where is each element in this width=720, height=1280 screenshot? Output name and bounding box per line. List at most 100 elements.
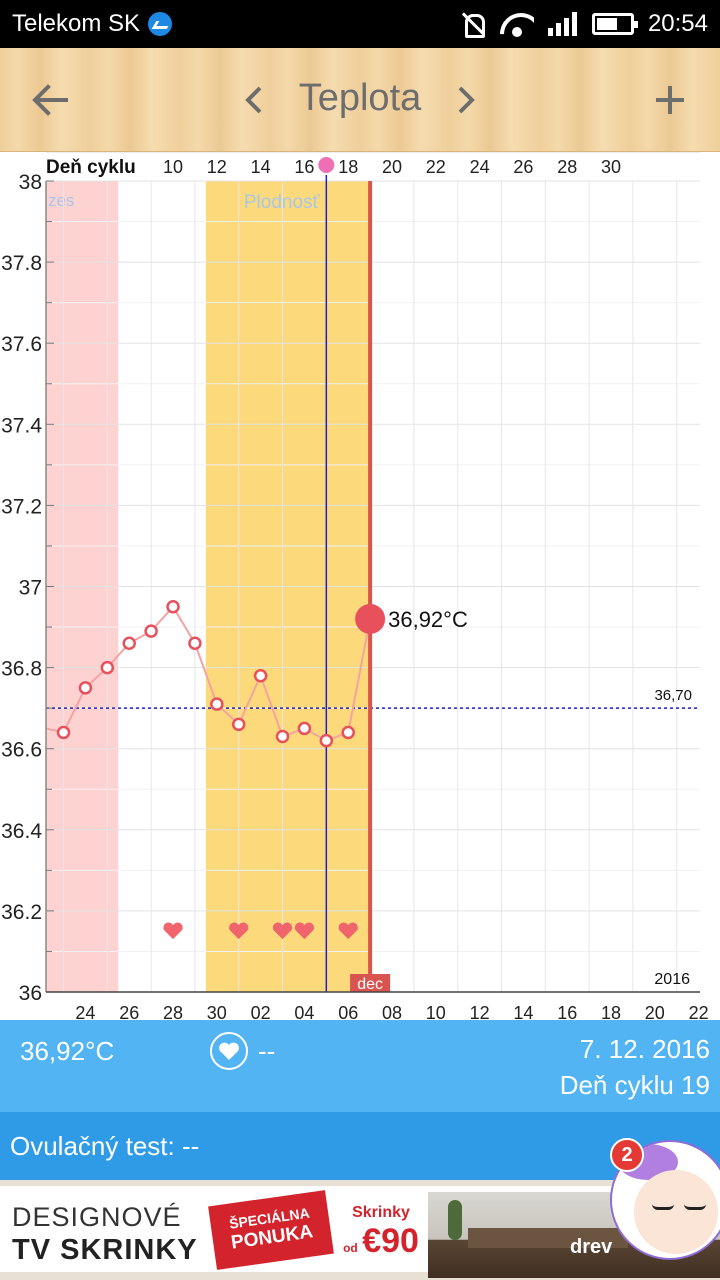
next-button[interactable] xyxy=(442,48,490,152)
ad-plant-image xyxy=(448,1200,462,1240)
x-tick-label: 06 xyxy=(338,1003,358,1020)
cycle-day-tick-label: 20 xyxy=(382,157,402,177)
heart-icon[interactable] xyxy=(229,922,249,940)
day-info-panel[interactable]: 36,92°C -- 7. 12. 2016 Deň cyklu 19 xyxy=(0,1020,720,1112)
heart-icon[interactable] xyxy=(294,922,315,940)
x-tick-label: 30 xyxy=(207,1003,227,1020)
temperature-point[interactable] xyxy=(188,636,202,651)
chevron-right-icon xyxy=(458,86,475,114)
arrow-left-icon xyxy=(32,84,68,116)
ad-price-value: €90 xyxy=(362,1222,419,1260)
messenger-icon xyxy=(148,12,173,36)
battery-icon xyxy=(591,13,638,35)
y-tick-label: 36.4 xyxy=(1,820,42,843)
chat-head-bubble[interactable]: 2 xyxy=(610,1138,720,1280)
cycle-day-tick-label: 24 xyxy=(470,157,490,177)
heart-circle-icon[interactable] xyxy=(210,1032,248,1070)
current-temperature-label: 36,92°C xyxy=(388,607,468,632)
current-day-marker[interactable] xyxy=(316,155,337,175)
cycle-day-tick-label: 26 xyxy=(513,157,533,177)
ovulation-test-label: Ovulačný test: -- xyxy=(10,1130,200,1161)
temperature-chart[interactable]: zes Plodnosť 36,70 dec 36,92°C 36 36.2 36.4 3… xyxy=(0,152,720,1020)
y-tick-label: 36.8 xyxy=(1,658,42,681)
cycle-day-tick-label: 16 xyxy=(294,157,314,177)
ad-price-title: Skrinky xyxy=(352,1204,410,1221)
ad-price-prefix: od xyxy=(343,1241,358,1255)
intercourse-value: -- xyxy=(258,1036,276,1066)
x-tick-label: 18 xyxy=(601,1003,621,1020)
previous-button[interactable] xyxy=(230,48,278,152)
x-tick-label: 08 xyxy=(382,1003,402,1020)
plus-icon xyxy=(656,86,684,114)
temperature-point[interactable] xyxy=(319,733,334,748)
temperature-point[interactable] xyxy=(56,725,71,740)
heart-icon[interactable] xyxy=(338,922,358,940)
x-tick-label: 16 xyxy=(557,1003,577,1020)
cycle-day-tick-label: 28 xyxy=(557,157,577,177)
status-bar: Telekom SK 20:54 xyxy=(0,0,720,48)
x-tick-label: 24 xyxy=(75,1003,95,1020)
ad-price-block: Skrinky od €90 xyxy=(336,1196,426,1261)
x-tick-label: 26 xyxy=(119,1003,139,1020)
temperature-point[interactable] xyxy=(144,624,158,638)
cycle-day-tick-label: 14 xyxy=(251,157,271,177)
temperature-point[interactable] xyxy=(297,721,312,736)
ad-banner[interactable]: DESIGNOVÉ TV SKRINKY ŠPECIÁLNA PONUKA Sk… xyxy=(0,1180,720,1280)
page-title: Teplota xyxy=(298,76,422,119)
temperature-point[interactable] xyxy=(166,600,180,614)
temperature-point[interactable] xyxy=(253,668,268,683)
x-tick-label: 10 xyxy=(426,1003,446,1020)
status-icons: 20:54 xyxy=(460,10,708,38)
cycle-day-tick-label: 22 xyxy=(426,157,446,177)
status-time: 20:54 xyxy=(647,10,708,37)
x-tick-label: 02 xyxy=(251,1003,271,1020)
x-tick-label: 20 xyxy=(645,1003,665,1020)
toolbar: Teplota xyxy=(0,48,720,152)
temperature-point[interactable] xyxy=(100,660,115,675)
add-button[interactable] xyxy=(638,48,702,152)
y-tick-label: 37.8 xyxy=(1,252,42,275)
y-tick-label: 36.6 xyxy=(1,739,42,762)
y-tick-label: 36 xyxy=(19,982,42,1005)
x-tick-label: 04 xyxy=(294,1003,314,1020)
y-tick-label: 37 xyxy=(19,577,42,600)
temperature-point[interactable] xyxy=(341,725,355,740)
mute-icon xyxy=(460,11,486,38)
y-tick-label: 37.4 xyxy=(1,414,42,437)
x-tick-label: 28 xyxy=(163,1003,183,1020)
ad-headline-1: DESIGNOVÉ xyxy=(12,1202,182,1232)
x-tick-label: 22 xyxy=(689,1003,709,1020)
current-temperature-point[interactable] xyxy=(355,603,386,634)
heart-icon[interactable] xyxy=(272,922,293,940)
y-tick-label: 36.2 xyxy=(1,901,42,924)
year-label: 2016 xyxy=(654,971,690,988)
reference-value-label: 36,70 xyxy=(654,687,692,704)
ad-headline-2: TV SKRINKY xyxy=(12,1234,198,1266)
menses-zone-label: zes xyxy=(48,191,74,210)
x-tick-label: 14 xyxy=(513,1003,533,1020)
temperature-point[interactable] xyxy=(122,636,136,651)
chevron-left-icon xyxy=(245,86,262,114)
ad-special-offer-badge: ŠPECIÁLNA PONUKA xyxy=(208,1190,334,1270)
back-button[interactable] xyxy=(18,48,82,152)
carrier-name: Telekom SK xyxy=(12,10,141,37)
y-tick-label: 38 xyxy=(19,171,42,194)
cycle-day-tick-label: 18 xyxy=(338,157,358,177)
notification-badge: 2 xyxy=(610,1138,644,1172)
temperature-point[interactable] xyxy=(78,681,93,695)
y-tick-label: 37.6 xyxy=(1,333,42,356)
temperature-point[interactable] xyxy=(275,729,290,744)
ad-content[interactable]: DESIGNOVÉ TV SKRINKY ŠPECIÁLNA PONUKA Sk… xyxy=(0,1186,720,1278)
x-tick-label: 12 xyxy=(470,1003,490,1020)
temperature-point[interactable] xyxy=(231,717,246,732)
cycle-day-tick-label: 12 xyxy=(207,157,227,177)
temperature-point[interactable] xyxy=(210,697,224,711)
month-tag-bg xyxy=(350,974,391,992)
signal-icon xyxy=(547,12,578,36)
heart-icon[interactable] xyxy=(163,922,183,940)
cycle-day-label: Deň cyklu 19 xyxy=(559,1070,710,1100)
cycle-day-tick-label: 30 xyxy=(601,157,621,177)
ovulation-test-row[interactable]: Ovulačný test: -- xyxy=(0,1112,720,1180)
selected-date: 7. 12. 2016 xyxy=(579,1034,710,1064)
